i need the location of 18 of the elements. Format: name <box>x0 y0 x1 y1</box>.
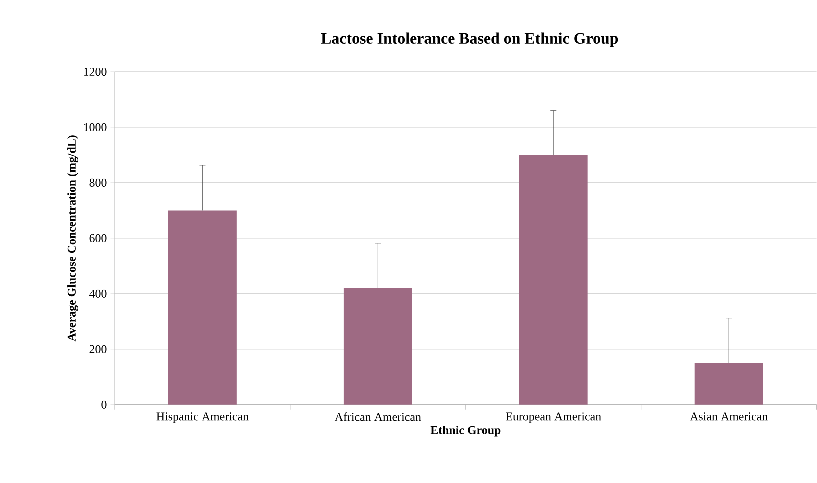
y-tick-label: 800 <box>90 178 107 188</box>
x-tick-label: European American <box>506 412 602 424</box>
chart-title: Lactose Intolerance Based on Ethnic Group <box>321 32 618 48</box>
y-tick-label: 0 <box>102 400 107 409</box>
x-tick-label: Hispanic American <box>156 412 249 424</box>
y-tick-label: 600 <box>90 234 107 243</box>
y-tick-label: 1000 <box>84 123 107 132</box>
y-tick-label: 1200 <box>84 68 107 76</box>
bar <box>344 288 412 405</box>
bar <box>519 155 588 405</box>
x-axis-title: Ethnic Group <box>430 426 501 437</box>
bar <box>694 363 764 405</box>
y-axis-title: Average Glucose Concentration (mg/dL) <box>68 136 78 342</box>
x-tick-label: Asian American <box>690 412 768 421</box>
bar <box>168 210 237 405</box>
y-tick-label: 400 <box>90 290 107 298</box>
x-tick-label: African American <box>334 412 422 422</box>
y-tick-label: 200 <box>90 345 107 354</box>
